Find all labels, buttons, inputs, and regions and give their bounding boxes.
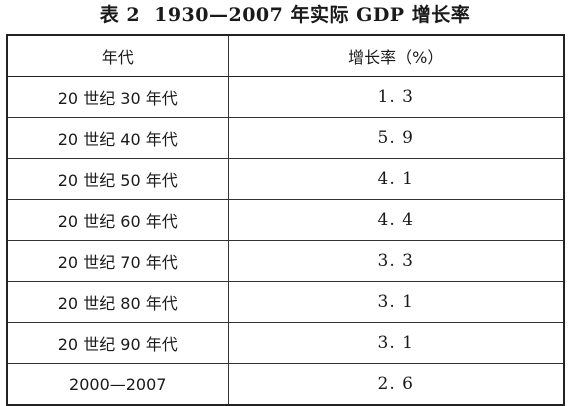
growth-rate-cell: 2. 6: [227, 363, 565, 406]
table-row: 2000—2007 2. 6: [6, 363, 565, 406]
table-caption: 表 2 1930—2007 年实际 GDP 增长率: [0, 0, 570, 32]
header-growth-rate: 增长率（%）: [227, 34, 565, 77]
era-cell: 20 世纪 70 年代: [6, 240, 229, 282]
table-row: 20 世纪 50 年代 4. 1: [6, 158, 565, 200]
growth-rate-cell: 5. 9: [227, 117, 565, 159]
table-number: 表 2: [99, 4, 141, 26]
growth-rate-cell: 4. 4: [227, 199, 565, 241]
era-cell: 20 世纪 30 年代: [6, 76, 229, 118]
header-era: 年代: [6, 34, 229, 77]
table-row: 20 世纪 80 年代 3. 1: [6, 281, 565, 323]
table-row: 20 世纪 90 年代 3. 1: [6, 322, 565, 364]
table-row: 20 世纪 60 年代 4. 4: [6, 199, 565, 241]
table-body: 20 世纪 30 年代 1. 3 20 世纪 40 年代 5. 9 20 世纪 50 年…: [6, 76, 565, 406]
table-row: 20 世纪 30 年代 1. 3: [6, 76, 565, 118]
table-row: 20 世纪 70 年代 3. 3: [6, 240, 565, 282]
era-cell: 20 世纪 80 年代: [6, 281, 229, 323]
era-cell: 20 世纪 60 年代: [6, 199, 229, 241]
era-cell: 20 世纪 50 年代: [6, 158, 229, 200]
table-row: 20 世纪 40 年代 5. 9: [6, 117, 565, 159]
era-cell: 20 世纪 90 年代: [6, 322, 229, 364]
growth-rate-cell: 3. 1: [227, 322, 565, 364]
gdp-growth-table: 年代 增长率（%） 20 世纪 30 年代 1. 3 20 世纪 40 年代 5. 9…: [6, 34, 565, 406]
growth-rate-cell: 1. 3: [227, 76, 565, 118]
growth-rate-cell: 3. 1: [227, 281, 565, 323]
growth-rate-cell: 3. 3: [227, 240, 565, 282]
era-cell: 20 世纪 40 年代: [6, 117, 229, 159]
table-title: 1930—2007 年实际 GDP 增长率: [154, 4, 471, 26]
growth-rate-cell: 4. 1: [227, 158, 565, 200]
era-cell: 2000—2007: [6, 363, 229, 406]
header-row: 年代 增长率（%）: [6, 34, 565, 77]
